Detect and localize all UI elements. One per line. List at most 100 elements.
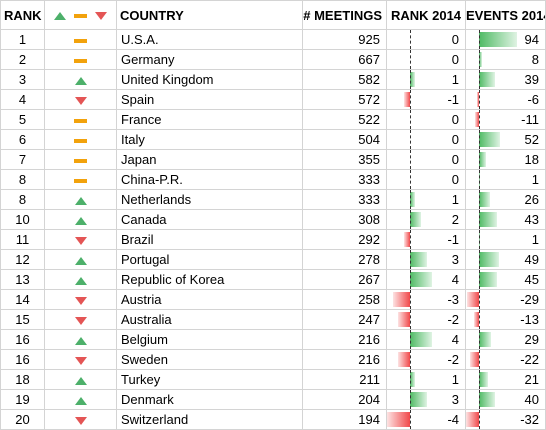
table-row[interactable]: 4 Spain 572 -1 -6 [0, 89, 546, 110]
table-row[interactable]: 3 United Kingdom 582 1 39 [0, 69, 546, 90]
rank-2014-cell-bar [403, 232, 410, 247]
table-row[interactable]: 6 Italy 504 0 52 [0, 129, 546, 150]
table-row[interactable]: 2 Germany 667 0 8 [0, 49, 546, 70]
rank-cell: 11 [0, 229, 45, 250]
rank-cell: 1 [0, 29, 45, 50]
trend-up-icon [74, 276, 87, 285]
rank-2014-cell-axis [409, 210, 411, 229]
header-country[interactable]: COUNTRY [116, 0, 303, 30]
meetings-cell: 308 [302, 209, 387, 230]
events-2014-cell-value: -32 [520, 412, 539, 427]
meetings-cell: 216 [302, 349, 387, 370]
events-2014-cell-bar [467, 292, 480, 307]
events-2014-cell-bar [479, 332, 491, 347]
events-2014-cell: -13 [465, 309, 546, 330]
trend-cell [44, 309, 117, 330]
rank-2014-cell: 4 [386, 269, 466, 290]
rank-2014-cell: -1 [386, 229, 466, 250]
events-2014-cell-axis [479, 290, 481, 309]
events-2014-cell-bar [479, 252, 499, 267]
rank-cell: 15 [0, 309, 45, 330]
trend-cell [44, 49, 117, 70]
table-row[interactable]: 12 Portugal 278 3 49 [0, 249, 546, 270]
rank-2014-cell-axis [409, 90, 411, 109]
events-2014-cell: 29 [465, 329, 546, 350]
table-row[interactable]: 8 China-P.R. 333 0 1 [0, 169, 546, 190]
events-2014-cell-axis [479, 410, 481, 429]
rank-cell: 8 [0, 169, 45, 190]
meetings-cell: 211 [302, 369, 387, 390]
rank-2014-cell: 0 [386, 109, 466, 130]
rank-2014-cell-bar [403, 92, 410, 107]
events-2014-cell: -6 [465, 89, 546, 110]
table-row[interactable]: 16 Sweden 216 -2 -22 [0, 349, 546, 370]
events-2014-cell-bar [479, 132, 501, 147]
events-2014-cell-value: -6 [527, 92, 539, 107]
trend-up-icon [74, 196, 87, 205]
meetings-cell: 216 [302, 329, 387, 350]
events-2014-cell-value: -13 [520, 312, 539, 327]
rank-cell: 6 [0, 129, 45, 150]
rank-2014-cell: 2 [386, 209, 466, 230]
header-rank[interactable]: RANK [0, 0, 45, 30]
events-2014-cell-axis [479, 190, 481, 209]
events-2014-cell-axis [479, 390, 481, 409]
rank-2014-cell-bar [392, 292, 410, 307]
events-2014-cell-value: -22 [520, 352, 539, 367]
table-row[interactable]: 1 U.S.A. 925 0 94 [0, 29, 546, 50]
table-row[interactable]: 8 Netherlands 333 1 26 [0, 189, 546, 210]
table-row[interactable]: 7 Japan 355 0 18 [0, 149, 546, 170]
trend-up-icon [74, 256, 87, 265]
events-2014-cell-axis [479, 310, 481, 329]
events-2014-cell-value: 1 [531, 172, 539, 187]
trend-down-icon [95, 11, 107, 20]
rank-cell: 10 [0, 209, 45, 230]
trend-same-icon [74, 138, 87, 143]
table-row[interactable]: 13 Republic of Korea 267 4 45 [0, 269, 546, 290]
events-2014-cell-axis [479, 370, 481, 389]
table-row[interactable]: 14 Austria 258 -3 -29 [0, 289, 546, 310]
header-meetings[interactable]: # MEETINGS [302, 0, 387, 30]
events-2014-cell: 39 [465, 69, 546, 90]
table-row[interactable]: 20 Switzerland 194 -4 -32 [0, 409, 546, 430]
events-2014-cell-value: 29 [524, 332, 539, 347]
country-cell: Belgium [116, 329, 303, 350]
rank-2014-cell-value: 3 [451, 252, 459, 267]
header-events-2014[interactable]: EVENTS 2014 [465, 0, 546, 30]
events-2014-cell-value: 49 [524, 252, 539, 267]
events-2014-cell: 40 [465, 389, 546, 410]
events-2014-cell-bar [473, 312, 480, 327]
table-row[interactable]: 16 Belgium 216 4 29 [0, 329, 546, 350]
events-2014-cell-bar [479, 372, 488, 387]
rank-2014-cell-axis [409, 50, 411, 69]
meetings-cell: 204 [302, 389, 387, 410]
rank-2014-cell-value: 0 [451, 132, 459, 147]
table-row[interactable]: 18 Turkey 211 1 21 [0, 369, 546, 390]
table-row[interactable]: 5 France 522 0 -11 [0, 109, 546, 130]
trend-cell [44, 189, 117, 210]
trend-up-icon [74, 376, 87, 385]
trend-cell [44, 349, 117, 370]
table-row[interactable]: 10 Canada 308 2 43 [0, 209, 546, 230]
trend-down-icon [74, 296, 87, 305]
header-trend-icons[interactable] [44, 0, 117, 30]
rank-2014-cell-value: -2 [447, 312, 459, 327]
trend-cell [44, 109, 117, 130]
rank-2014-cell-axis [409, 350, 411, 369]
table-row[interactable]: 19 Denmark 204 3 40 [0, 389, 546, 410]
table-row[interactable]: 15 Australia 247 -2 -13 [0, 309, 546, 330]
events-2014-cell-value: 40 [524, 392, 539, 407]
trend-same-icon [74, 13, 87, 18]
rank-2014-cell-axis [409, 190, 411, 209]
events-2014-cell-bar [479, 272, 498, 287]
header-rank-2014[interactable]: RANK 2014 [386, 0, 466, 30]
rank-2014-cell-axis [409, 110, 411, 129]
table-row[interactable]: 11 Brazil 292 -1 1 [0, 229, 546, 250]
events-2014-cell: -29 [465, 289, 546, 310]
meetings-cell: 582 [302, 69, 387, 90]
rank-2014-cell: 0 [386, 129, 466, 150]
rank-2014-cell: 3 [386, 389, 466, 410]
rank-2014-cell: -3 [386, 289, 466, 310]
rank-2014-cell-axis [409, 270, 411, 289]
country-cell: Brazil [116, 229, 303, 250]
